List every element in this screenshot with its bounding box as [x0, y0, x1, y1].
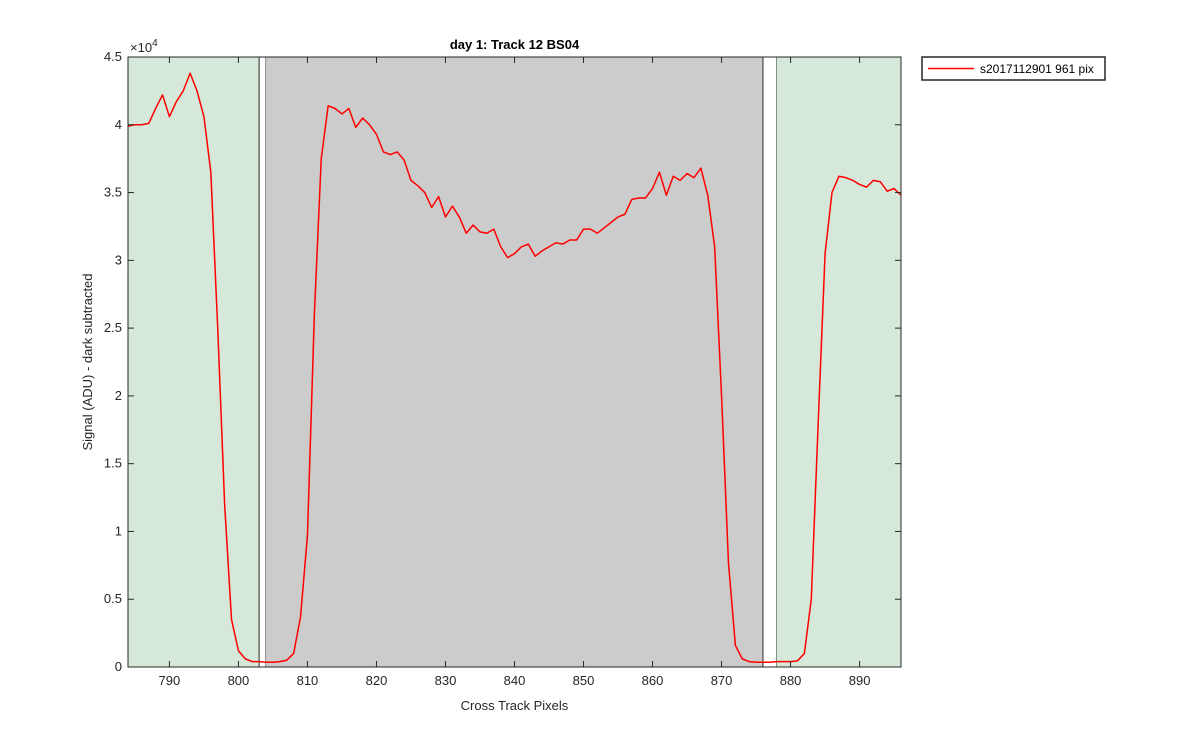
legend-box — [921, 56, 1106, 81]
region-gap-3 — [762, 56, 778, 668]
y-tick-label: 0 — [115, 659, 122, 674]
legend-entry-label: s2017112901 961 pix — [980, 62, 1094, 76]
y-exponent-base: ×10 — [130, 40, 152, 55]
x-tick-label: 860 — [642, 673, 664, 688]
x-tick-label: 790 — [159, 673, 181, 688]
x-tick-label: 810 — [297, 673, 319, 688]
series-layer — [127, 72, 902, 664]
region-edge-4 — [776, 57, 901, 667]
y-axis-exponent: ×104 — [130, 38, 158, 55]
x-tick-label: 840 — [504, 673, 526, 688]
x-axis-label: Cross Track Pixels — [461, 698, 569, 713]
region-layer — [128, 56, 901, 668]
x-tick-label: 880 — [780, 673, 802, 688]
x-tick-label: 820 — [366, 673, 388, 688]
y-tick-label: 1 — [115, 523, 122, 538]
y-tick-label: 3 — [115, 252, 122, 267]
region-edge-0 — [128, 57, 260, 667]
x-tick-label: 850 — [573, 673, 595, 688]
chart-title: day 1: Track 12 BS04 — [450, 37, 580, 52]
y-tick-label: 3.5 — [104, 185, 122, 200]
x-tick-label: 800 — [228, 673, 250, 688]
series-line-0 — [127, 72, 902, 664]
x-tick-label: 830 — [435, 673, 457, 688]
y-tick-label: 2 — [115, 388, 122, 403]
x-tick-label: 890 — [849, 673, 871, 688]
region-center-2 — [266, 57, 763, 667]
y-tick-label: 4 — [115, 117, 122, 132]
y-exponent-power: 4 — [152, 38, 158, 49]
y-axis-label: Signal (ADU) - dark subtracted — [80, 273, 95, 450]
x-axis: 790 800 810 820 830 840 850 860 870 880 890 — [159, 57, 871, 688]
y-tick-label: 0.5 — [104, 591, 122, 606]
x-tick-label: 870 — [711, 673, 733, 688]
y-tick-label: 4.5 — [104, 49, 122, 64]
y-tick-label: 2.5 — [104, 320, 122, 335]
region-gap-1 — [258, 56, 267, 668]
y-tick-label: 1.5 — [104, 456, 122, 471]
legend[interactable]: s2017112901 961 pix — [921, 56, 1106, 81]
y-axis: 0 0.5 1 1.5 2 2.5 3 3.5 4 4.5 — [104, 49, 901, 674]
